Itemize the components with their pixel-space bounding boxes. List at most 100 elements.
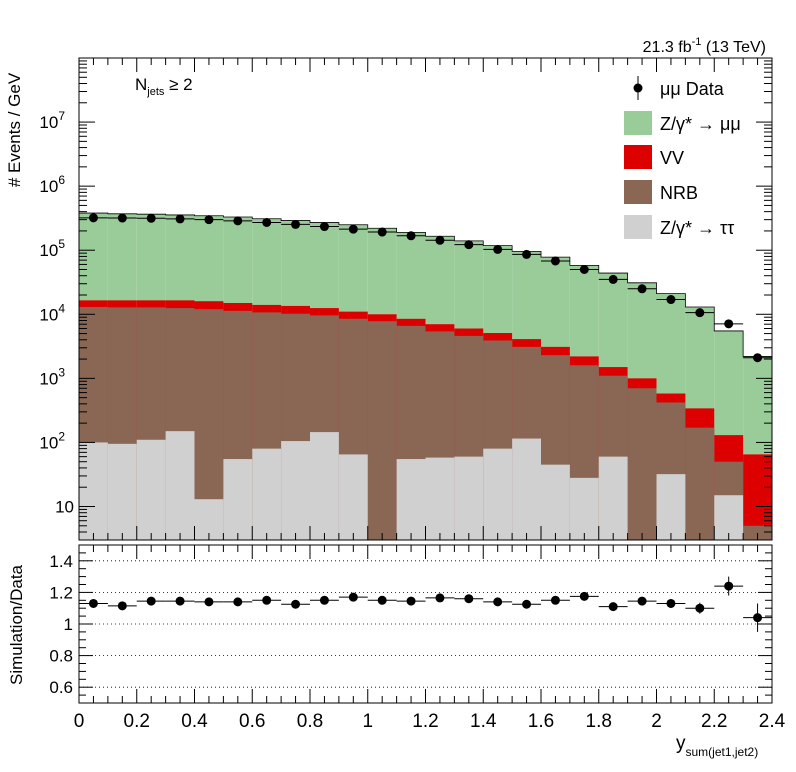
data-point — [493, 244, 503, 254]
main-y-axis-label: # Events / GeV — [5, 72, 24, 187]
ratio-y-tick-label: 1.4 — [49, 552, 73, 571]
legend-label: Z/γ* → ττ — [660, 218, 734, 238]
ratio-point-group — [194, 597, 224, 607]
ratio-y-tick-label: 0.8 — [49, 647, 73, 666]
ratio-point-group — [165, 596, 195, 606]
y-tick-label: 106 — [39, 173, 65, 196]
ratio-point — [233, 597, 243, 607]
bar-nrb — [367, 321, 397, 540]
ratio-point-group — [685, 602, 715, 614]
x-tick-label: 2.2 — [701, 711, 727, 732]
data-point — [262, 217, 272, 227]
ratio-point-group — [223, 597, 253, 607]
bar-nrb — [743, 525, 772, 540]
ratio-point-group — [281, 599, 310, 609]
data-point — [291, 219, 301, 229]
ratio-point-group — [483, 597, 513, 607]
x-tick-label: 0.2 — [124, 711, 150, 732]
x-tick-label: 1.8 — [586, 711, 612, 732]
bar-nrb — [627, 388, 657, 540]
x-tick-label: 1.4 — [470, 711, 497, 732]
data-point — [233, 216, 243, 226]
y-tick-label: 10 — [55, 497, 74, 516]
ratio-point — [117, 601, 127, 611]
ratio-point — [406, 596, 416, 606]
ratio-point-group — [454, 594, 484, 604]
ratio-point-group — [627, 596, 657, 606]
legend-swatch — [624, 145, 652, 169]
ratio-points — [79, 576, 772, 632]
bar-ztt — [338, 454, 368, 540]
bar-ztt — [598, 456, 628, 540]
ratio-panel-frame — [78, 544, 773, 704]
lumi-label: 21.3 fb-1 (13 TeV) — [643, 36, 766, 56]
legend-item-vv: VV — [624, 145, 684, 169]
data-points — [79, 213, 772, 363]
ratio-point-group — [425, 593, 455, 603]
ratio-point-group — [569, 591, 599, 601]
bar-ztt — [425, 457, 455, 540]
legend-item-data: μμ Data — [633, 76, 725, 100]
bar-ztt — [310, 432, 339, 540]
legend-item-nrb: NRB — [624, 180, 698, 204]
data-point — [146, 213, 156, 223]
x-tick-label: 1 — [362, 711, 373, 732]
x-tick-label: 1.2 — [412, 711, 438, 732]
y-tick-label: 107 — [39, 109, 65, 132]
data-point — [724, 319, 734, 329]
legend-label: Z/γ* → μμ — [660, 114, 741, 134]
ratio-point — [522, 599, 532, 609]
bar-ztt — [252, 448, 282, 540]
ratio-point-group — [107, 601, 137, 611]
ratio-point — [204, 597, 214, 607]
ratio-point — [291, 599, 301, 609]
bar-ztt — [541, 464, 570, 540]
y-tick-label: 102 — [39, 429, 65, 452]
ratio-grid — [79, 560, 772, 688]
data-point — [435, 235, 445, 245]
ratio-point — [348, 592, 358, 602]
legend-swatch — [624, 111, 652, 135]
ratio-point — [637, 596, 647, 606]
legend-swatch — [624, 215, 652, 239]
ratio-point-group — [396, 596, 426, 606]
data-point — [695, 308, 705, 318]
ratio-point-group — [598, 602, 628, 612]
data-point — [666, 295, 676, 305]
x-tick-label: 0.6 — [239, 711, 265, 732]
bar-ztt — [165, 431, 195, 540]
legend-label: NRB — [660, 183, 698, 203]
ratio-panel: 0.6 0.8 1 1.2 1.4 0 0.2 0.4 0.6 0.8 1 1.2 1.4 1.6 1.8 2… — [7, 544, 786, 759]
selection-label: Njets ≥ 2 — [135, 75, 193, 98]
data-point — [117, 213, 127, 223]
ratio-point — [377, 595, 387, 605]
ratio-point-group — [714, 576, 744, 596]
ratio-point — [579, 591, 589, 601]
ratio-point — [146, 596, 156, 606]
bar-ztt — [136, 439, 166, 540]
legend-swatch — [624, 180, 652, 204]
ratio-point — [550, 595, 560, 605]
bar-ztt — [714, 495, 744, 540]
ratio-point — [608, 602, 618, 612]
ratio-y-axis-label: Simulation/Data — [7, 564, 26, 685]
bar-ztt — [107, 443, 137, 540]
y-tick-label: 105 — [39, 237, 65, 260]
ratio-y-tick-label: 0.6 — [49, 678, 73, 697]
ratio-point-group — [310, 595, 339, 605]
stacked-histogram — [79, 212, 772, 541]
stack-ztt — [79, 431, 744, 540]
ratio-point — [724, 581, 734, 591]
ratio-y-tick-label: 1 — [64, 615, 73, 634]
legend: μμ Data Z/γ* → μμ VV NRB Z/γ* → ττ — [624, 76, 741, 239]
x-tick-label: 0 — [74, 711, 85, 732]
main-axes: 10 102 103 104 105 106 107 — [39, 57, 773, 541]
data-point — [175, 214, 185, 224]
x-tick-label: 2 — [651, 711, 662, 732]
data-point — [88, 213, 98, 223]
ratio-point-group — [743, 603, 772, 632]
bar-ztt — [281, 441, 310, 540]
ratio-point — [666, 598, 676, 608]
x-axis-label: ysum(jet1,jet2) — [676, 733, 758, 759]
